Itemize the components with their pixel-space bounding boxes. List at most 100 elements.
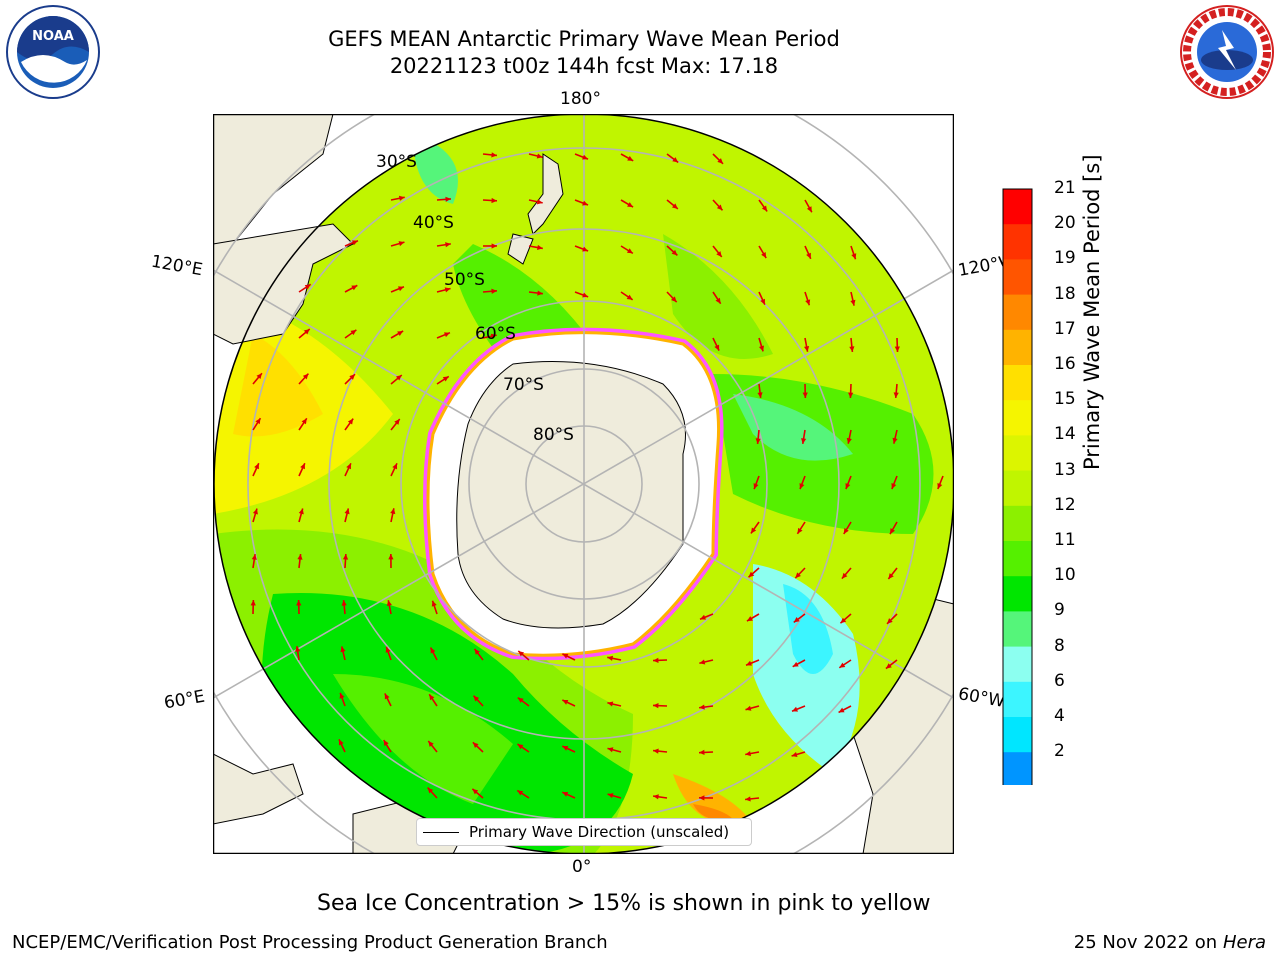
colorbar-segment	[1003, 717, 1032, 753]
wave-arrow-head	[937, 483, 943, 490]
wave-arrow-head	[627, 155, 634, 161]
wave-arrow-head	[346, 463, 351, 470]
colorbar-tick-label: 19	[1054, 248, 1076, 269]
colorbar-segment	[1003, 259, 1032, 296]
sea-ice-note: Sea Ice Concentration > 15% is shown in …	[317, 891, 931, 916]
colorbar-segment	[1003, 681, 1032, 718]
wave-arrow-head	[443, 332, 450, 338]
wave-arrow-head	[891, 483, 897, 490]
wave-arrow-head	[491, 288, 497, 294]
wave-arrow-head	[473, 695, 480, 702]
colorbar-tick-label: 16	[1054, 354, 1076, 374]
wave-arrow-head	[699, 659, 706, 665]
wave-arrow-head	[607, 747, 614, 753]
wave-arrow-head	[851, 253, 857, 260]
wave-arrow-head	[445, 196, 451, 202]
lon-label-top: 180°	[560, 89, 601, 109]
wave-arrow-head	[714, 344, 720, 351]
colorbar-tick-label: 6	[1054, 670, 1065, 691]
wave-arrow-head	[887, 618, 893, 624]
wave-arrow-head	[745, 750, 752, 757]
colorbar-segment	[1003, 505, 1032, 542]
wave-arrow-head	[792, 661, 799, 667]
wave-arrow-head	[849, 346, 855, 352]
legend-label: Primary Wave Direction (unscaled)	[469, 823, 730, 841]
wave-arrow-head	[843, 528, 849, 534]
wave-arrow-head	[626, 248, 633, 254]
wave-arrow-head	[392, 463, 398, 470]
map-legend: Primary Wave Direction (unscaled)	[416, 818, 752, 846]
wave-arrow-head	[536, 153, 543, 159]
wave-arrow-head	[672, 157, 679, 163]
wave-arrow-head	[537, 290, 543, 296]
wave-arrow-head	[537, 244, 543, 251]
wave-arrow-head	[839, 662, 846, 668]
wave-arrow-head	[562, 792, 569, 797]
wave-arrow-head	[295, 646, 301, 652]
legend-line-swatch	[423, 831, 459, 833]
nws-logo	[1178, 4, 1276, 104]
wave-arrow-head	[582, 292, 589, 298]
colorbar-tick-label: 9	[1054, 600, 1065, 621]
map-panel	[213, 114, 954, 854]
colorbar-segment	[1003, 576, 1032, 612]
wave-arrow-head	[394, 419, 400, 425]
wave-arrow-head	[427, 787, 434, 794]
wave-arrow-head	[297, 554, 303, 560]
wave-arrow-head	[671, 296, 677, 303]
date-stamp: 25 Nov 2022 on Hera	[1074, 932, 1266, 953]
colorbar-tick-label: 11	[1054, 530, 1076, 550]
wave-arrow-head	[303, 329, 310, 335]
wave-arrow-head	[716, 251, 722, 257]
wave-arrow-head	[699, 749, 705, 756]
lon-label-bottom: 0°	[572, 857, 592, 877]
wave-arrow-head	[383, 740, 389, 747]
wave-arrow-head	[474, 648, 480, 655]
wave-arrow-head	[795, 572, 801, 579]
lat-label-50s: 50°S	[444, 270, 485, 290]
wave-arrow-head	[799, 483, 805, 490]
wave-arrow-head	[442, 376, 449, 382]
wave-arrow-head	[806, 252, 811, 259]
map-subtitle: 20221123 t00z 144h fcst Max: 17.18	[389, 54, 779, 78]
wave-arrow-head	[653, 703, 659, 709]
credit-line: NCEP/EMC/Verification Post Processing Pr…	[12, 932, 608, 953]
wave-arrow-head	[846, 437, 852, 444]
noaa-logo: NOAA	[3, 4, 103, 104]
colorbar-tick-label: 14	[1054, 424, 1076, 445]
wave-arrow-head	[671, 249, 678, 256]
wave-arrow-head	[653, 748, 659, 754]
wave-arrow-head	[607, 701, 614, 707]
antarctica	[423, 327, 724, 661]
colorbar-tick-label: 15	[1054, 389, 1076, 410]
wave-arrow-head	[397, 286, 404, 292]
wave-arrow-head	[562, 699, 569, 705]
wave-arrow-head	[397, 331, 404, 336]
graticule	[213, 114, 954, 854]
wave-arrow-head	[793, 617, 800, 623]
wave-arrow-head	[746, 616, 753, 622]
colorbar-segment	[1003, 365, 1032, 401]
wave-arrow-head	[885, 663, 892, 669]
colorbar-tick-label: 8	[1054, 635, 1065, 656]
wave-arrow-head	[298, 508, 304, 515]
date-text: 25 Nov 2022 on	[1073, 932, 1218, 953]
wave-arrow-head	[845, 483, 851, 490]
wave-arrow-head	[759, 345, 764, 352]
wave-arrow-head	[444, 287, 451, 293]
wave-arrow-head	[890, 528, 895, 535]
wave-arrow-head	[653, 794, 659, 800]
wave-arrow-head	[626, 294, 633, 300]
colorbar-segment	[1003, 646, 1032, 683]
wave-arrow-head	[805, 299, 811, 306]
wave-arrow-head	[892, 437, 898, 444]
wave-arrow-head	[791, 751, 798, 757]
wave-arrow-head	[806, 206, 812, 213]
wave-arrow-head	[351, 240, 358, 246]
wave-arrow-head	[715, 297, 721, 304]
colorbar-segment	[1003, 611, 1032, 648]
wave-arrow-head	[893, 392, 899, 398]
wave-arrow-head	[472, 742, 479, 748]
wave-arrow-head	[490, 333, 497, 339]
colorbar-title: Primary Wave Mean Period [s]	[1080, 154, 1104, 470]
